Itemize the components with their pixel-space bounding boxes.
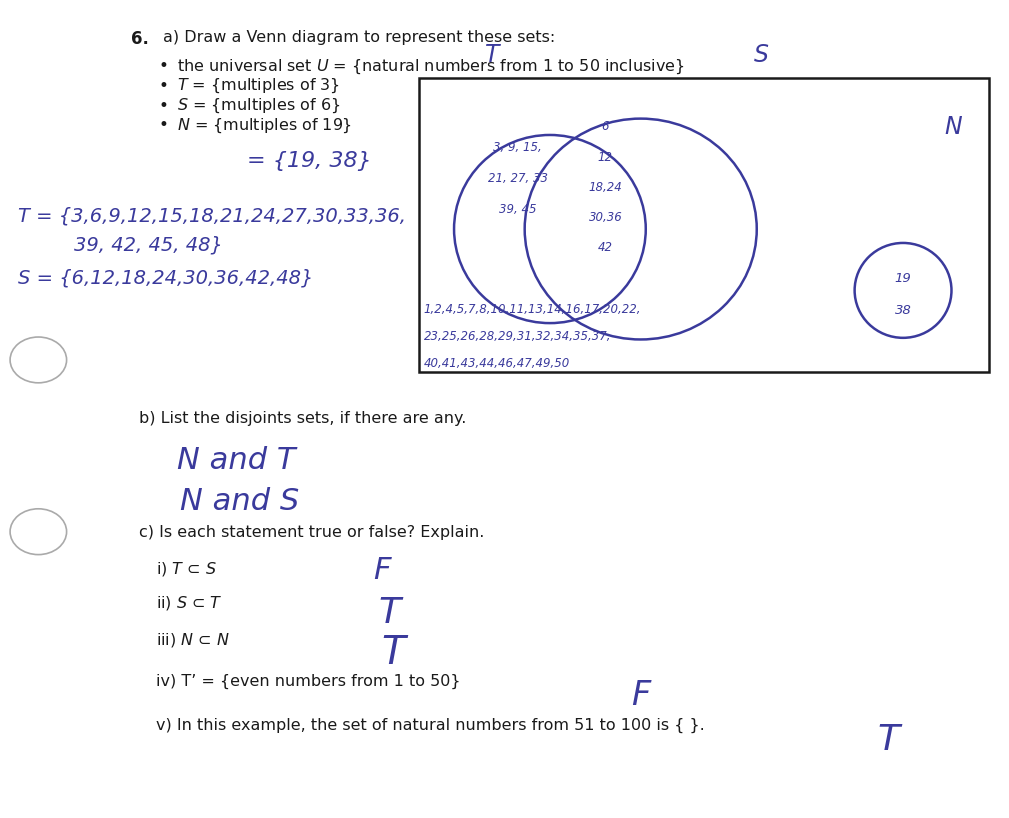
Text: b) List the disjoints sets, if there are any.: b) List the disjoints sets, if there are… xyxy=(139,411,466,425)
Text: 40,41,43,44,46,47,49,50: 40,41,43,44,46,47,49,50 xyxy=(424,357,570,370)
Text: a) Draw a Venn diagram to represent these sets:: a) Draw a Venn diagram to represent thes… xyxy=(163,30,556,45)
Text: •: • xyxy=(158,116,169,134)
Text: 39, 45: 39, 45 xyxy=(498,203,537,216)
Text: F: F xyxy=(631,679,650,712)
Text: T: T xyxy=(485,43,499,67)
Text: $S$ = {multiples of 6}: $S$ = {multiples of 6} xyxy=(177,97,340,115)
Text: i) $T$ ⊂ $S$: i) $T$ ⊂ $S$ xyxy=(156,560,217,578)
Text: 18,24: 18,24 xyxy=(588,181,623,194)
Text: $T$ = {multiples of 3}: $T$ = {multiples of 3} xyxy=(177,77,340,96)
Text: •: • xyxy=(158,97,169,115)
Circle shape xyxy=(10,337,67,383)
Text: F: F xyxy=(373,556,390,585)
Text: v) In this example, the set of natural numbers from 51 to 100 is { }.: v) In this example, the set of natural n… xyxy=(156,718,705,734)
Text: •: • xyxy=(158,77,169,95)
Text: T = {3,6,9,12,15,18,21,24,27,30,33,36,: T = {3,6,9,12,15,18,21,24,27,30,33,36, xyxy=(18,207,407,226)
Text: c) Is each statement true or false? Explain.: c) Is each statement true or false? Expl… xyxy=(139,525,484,540)
Text: 39, 42, 45, 48}: 39, 42, 45, 48} xyxy=(74,236,223,254)
Text: 42: 42 xyxy=(598,241,612,254)
Text: 38: 38 xyxy=(895,304,911,317)
Text: 23,25,26,28,29,31,32,34,35,37,: 23,25,26,28,29,31,32,34,35,37, xyxy=(424,330,611,343)
Text: $N$ = {multiples of 19}: $N$ = {multiples of 19} xyxy=(177,116,351,135)
Text: 21, 27, 33: 21, 27, 33 xyxy=(487,172,548,185)
Text: •: • xyxy=(158,57,169,75)
Text: N: N xyxy=(944,115,963,139)
Text: 6.: 6. xyxy=(131,30,149,48)
Text: 3, 9, 15,: 3, 9, 15, xyxy=(493,141,542,154)
Text: 12: 12 xyxy=(598,151,612,164)
Text: iii) $N$ ⊂ $N$: iii) $N$ ⊂ $N$ xyxy=(156,631,230,649)
Text: S = {6,12,18,24,30,36,42,48}: S = {6,12,18,24,30,36,42,48} xyxy=(18,268,314,287)
Text: 30,36: 30,36 xyxy=(588,211,623,224)
Text: S: S xyxy=(755,43,769,67)
Text: = {19, 38}: = {19, 38} xyxy=(247,151,372,171)
Text: ii) $S$ ⊂ $T$: ii) $S$ ⊂ $T$ xyxy=(156,594,223,612)
Text: the universal set $U$ = {natural numbers from 1 to 50 inclusive}: the universal set $U$ = {natural numbers… xyxy=(177,57,684,76)
Text: iv) T’ = {even numbers from 1 to 50}: iv) T’ = {even numbers from 1 to 50} xyxy=(156,674,461,690)
Text: 6: 6 xyxy=(601,120,609,133)
Circle shape xyxy=(10,509,67,555)
FancyBboxPatch shape xyxy=(419,78,989,372)
Text: T: T xyxy=(381,634,406,672)
Text: N and S: N and S xyxy=(180,487,299,515)
Text: N and T: N and T xyxy=(177,446,295,474)
Text: T: T xyxy=(878,723,900,757)
Text: 19: 19 xyxy=(895,272,911,285)
Text: T: T xyxy=(378,596,401,630)
Text: 1,2,4,5,7,8,10,11,13,14,16,17,20,22,: 1,2,4,5,7,8,10,11,13,14,16,17,20,22, xyxy=(424,303,642,316)
